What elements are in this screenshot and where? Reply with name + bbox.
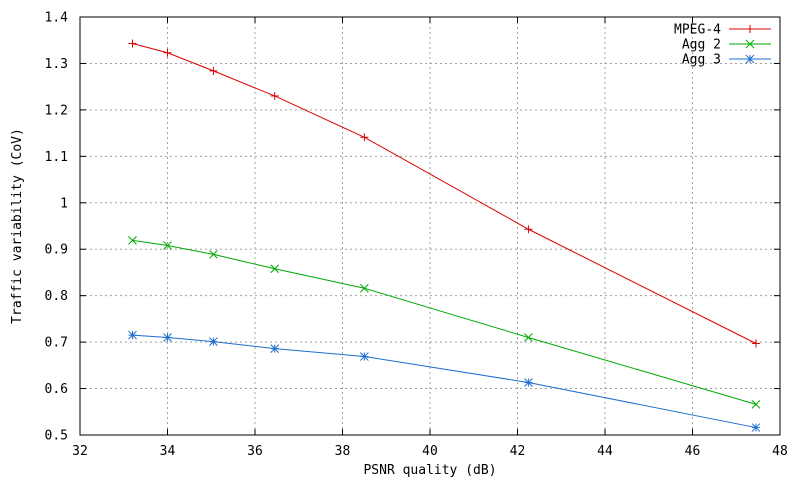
y-tick-label: 1.2 <box>45 103 68 118</box>
legend-label-agg-3: Agg 3 <box>682 53 721 68</box>
y-tick-label: 1.1 <box>45 150 68 165</box>
data-point-agg-2 <box>524 333 533 342</box>
y-tick-label: 0.6 <box>45 382 68 397</box>
x-tick-label: 38 <box>335 444 351 459</box>
x-tick-label: 44 <box>597 444 613 459</box>
x-tick-label: 42 <box>510 444 526 459</box>
data-point-agg-2 <box>163 241 172 250</box>
x-tick-label: 36 <box>247 444 263 459</box>
data-point-agg-2 <box>751 399 761 409</box>
data-point-agg-3 <box>270 344 280 353</box>
tick-layer: 32 34 36 38 40 42 44 46 48 0.5 0.6 0.7 0.8 0.9 1 1.1 1.2… <box>45 11 788 460</box>
y-tick-label: 0.7 <box>45 336 68 351</box>
data-point-mpeg-4 <box>524 225 533 234</box>
y-tick-label: 0.9 <box>45 243 68 258</box>
y-axis-label: Traffic variability (CoV) <box>10 128 25 324</box>
series-line-agg-3 <box>132 334 757 429</box>
series-line-agg-2 <box>132 239 757 405</box>
data-point-agg-2 <box>209 249 218 259</box>
legend-marker-agg-3 <box>745 54 755 64</box>
data-point-agg-3 <box>128 330 137 340</box>
data-point-agg-3 <box>163 333 172 342</box>
x-tick-label: 34 <box>160 444 176 459</box>
y-tick-label: 1.3 <box>45 57 68 72</box>
series-layer <box>128 39 761 432</box>
legend-label-mpeg-4: MPEG-4 <box>674 23 721 38</box>
y-tick-label: 1 <box>60 196 68 211</box>
data-point-agg-3 <box>524 378 533 387</box>
x-tick-label: 40 <box>422 444 438 459</box>
y-tick-label: 0.5 <box>45 429 68 444</box>
data-point-agg-3 <box>209 337 218 347</box>
data-point-agg-2 <box>270 264 280 274</box>
data-point-mpeg-4 <box>360 133 369 142</box>
grid-layer <box>80 17 780 435</box>
x-axis-label: PSNR quality (dB) <box>363 463 496 478</box>
legend-marker-mpeg-4 <box>746 25 754 33</box>
x-tick-label: 46 <box>685 444 701 459</box>
x-tick-label: 48 <box>772 444 788 459</box>
data-point-mpeg-4 <box>209 66 218 75</box>
y-tick-label: 0.8 <box>45 289 68 304</box>
data-point-agg-3 <box>360 352 369 361</box>
data-point-mpeg-4 <box>751 339 760 348</box>
data-point-agg-2 <box>360 283 369 293</box>
series-line-mpeg-4 <box>132 42 757 344</box>
data-point-mpeg-4 <box>128 39 137 48</box>
data-point-agg-3 <box>751 423 761 432</box>
data-point-agg-2 <box>128 236 137 245</box>
legend-marker-agg-2 <box>745 39 755 49</box>
data-point-mpeg-4 <box>270 91 279 100</box>
y-tick-label: 1.4 <box>45 11 69 26</box>
data-point-mpeg-4 <box>163 48 172 57</box>
x-tick-label: 32 <box>72 444 88 459</box>
legend-label-agg-2: Agg 2 <box>682 38 721 53</box>
